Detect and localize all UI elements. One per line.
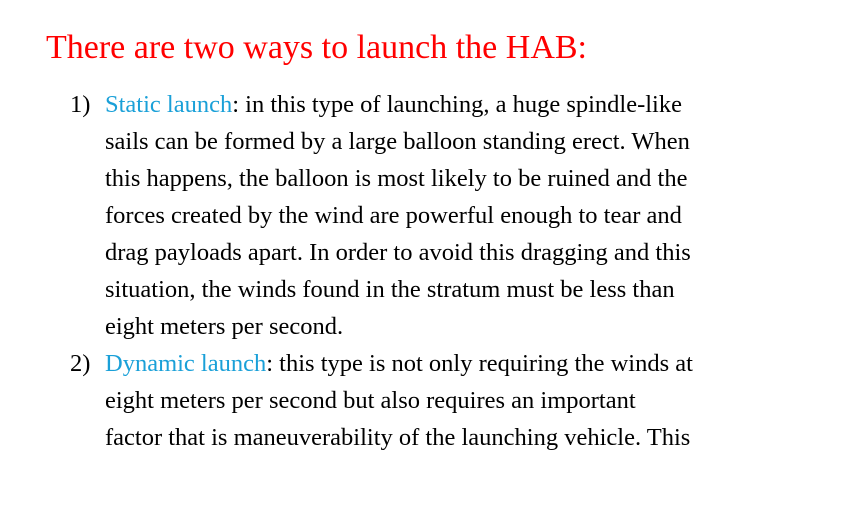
list-item-dynamic-launch: 2) Dynamic launch: this type is not only… (70, 345, 840, 456)
item-number: 1) (70, 91, 91, 118)
item-text-line: eight meters per second. (105, 313, 344, 340)
item-text-line: situation, the winds found in the stratu… (105, 276, 675, 303)
item-number: 2) (70, 350, 91, 377)
item-text-line: : in this type of launching, a huge spin… (232, 91, 682, 118)
list-item-static-launch: 1) Static launch: in this type of launch… (70, 86, 840, 345)
item-first-line: Static launch: in this type of launching… (105, 86, 840, 123)
item-text-line: this happens, the balloon is most likely… (105, 165, 688, 192)
item-text-line: factor that is maneuverability of the la… (105, 424, 691, 451)
item-first-line: Dynamic launch: this type is not only re… (105, 345, 840, 382)
item-text-line: forces created by the wind are powerful … (105, 202, 682, 229)
term-static-launch: Static launch (105, 91, 233, 118)
item-text-line: : this type is not only requiring the wi… (266, 350, 693, 377)
heading: There are two ways to launch the HAB: (46, 29, 587, 66)
launch-methods-list: 1) Static launch: in this type of launch… (70, 86, 840, 456)
item-text-line: eight meters per second but also require… (105, 387, 636, 414)
term-dynamic-launch: Dynamic launch (105, 350, 267, 377)
item-text-line: drag payloads apart. In order to avoid t… (105, 239, 691, 266)
item-text-line: sails can be formed by a large balloon s… (105, 128, 690, 155)
